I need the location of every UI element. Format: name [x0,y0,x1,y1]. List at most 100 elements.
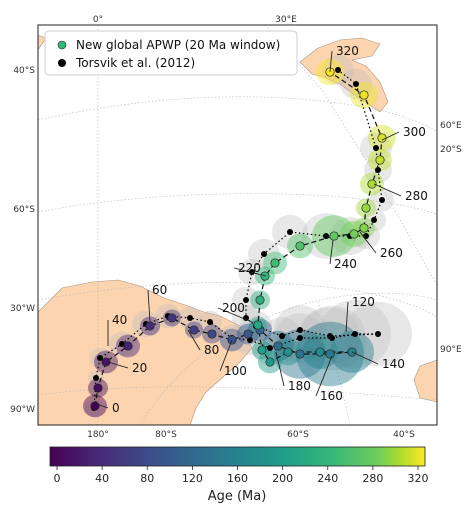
map-frame [37,24,438,426]
reference-point [267,345,273,351]
new-apwp-point [270,258,280,268]
graticule-label-left-0: 40°S [13,66,35,76]
new-apwp-point [375,155,385,165]
graticule-label-top-0: 0° [93,15,103,25]
age-label: 120 [352,295,375,309]
age-label: 160 [320,389,343,403]
graticule-label-left-3: 90°W [10,405,35,415]
new-apwp-point [349,229,359,239]
reference-point [375,167,381,173]
age-label-leader [107,361,129,369]
age-label-leader [373,183,402,197]
age-label: 80 [204,343,219,357]
reference-point [353,81,359,87]
graticule-label-right-2: 90°E [440,345,462,355]
reference-point [297,327,303,333]
legend-box [44,30,298,76]
reference-point [287,229,293,235]
new-apwp-point [329,231,339,241]
graticule-label-top-1: 30°E [275,15,297,25]
graticule-label-bottom-1: 80°S [155,430,177,440]
new-apwp-path-line [94,71,383,407]
reference-point [363,233,369,239]
colorbar-tick-label: 80 [140,472,154,485]
legend: New global APWP (20 Ma window) Torsvik e… [44,30,298,76]
reference-point [375,331,381,337]
graticule-label-right-0: 60°E [440,121,462,131]
colorbar-gradient [49,446,426,467]
age-label-leader [329,239,334,265]
legend-label-new: New global APWP (20 Ma window) [76,38,280,52]
age-label-leader [315,355,333,397]
new-apwp-point [273,341,283,351]
new-apwp-point [93,383,103,393]
new-apwp-point [283,347,293,357]
legend-marker-new [57,40,67,50]
colorbar-tick-label: 200 [272,472,293,485]
graticule-label-left-2: 30°W [10,304,35,314]
reference-point [327,333,333,339]
new-apwp-point [243,329,253,339]
age-label-leader [359,231,377,254]
age-label: 100 [224,364,247,378]
new-apwp-point [123,341,133,351]
age-label: 280 [405,189,428,203]
age-label: 20 [132,361,147,375]
land-mass-south-america [38,279,253,425]
colorbar-tick-label: 240 [317,472,338,485]
colorbar-tick-label: 280 [362,472,383,485]
new-apwp-point [367,179,377,189]
colorbar-tick-label: 120 [182,472,203,485]
colorbar: 0 40 80 120 160 200 240 280 320 Age (Ma) [49,446,429,504]
age-label: 40 [112,313,127,327]
new-apwp-point [145,321,155,331]
age-label: 260 [380,246,403,260]
graticule-label-right-1: 20°S [440,145,462,155]
colorbar-tick-label: 40 [95,472,109,485]
reference-point [297,335,303,341]
reference-point [371,217,377,223]
reference-point [373,145,379,151]
colorbar-tick-label: 0 [54,472,61,485]
reference-point [335,67,341,73]
age-label: 180 [288,379,311,393]
age-label: 60 [152,283,167,297]
age-label-leader [233,267,267,277]
reference-point [97,355,103,361]
age-label-leader [187,329,201,351]
age-label: 300 [403,125,426,139]
new-apwp-point [90,401,100,411]
age-label-leader [345,301,349,333]
reference-point [93,375,99,381]
new-apwp-point [257,345,267,355]
age-label-leader [329,50,333,73]
land-island [38,35,47,51]
age-label: 0 [112,401,120,415]
new-apwp-point [101,357,111,367]
age-label-leader [351,351,379,365]
new-apwp-points [90,67,387,411]
new-apwp-point [359,223,369,233]
new-apwp-point [189,325,199,335]
graticule-label-bottom-3: 40°S [393,430,415,440]
age-label: 140 [382,357,405,371]
colorbar-ticks: 0 40 80 120 160 200 240 280 320 [54,466,429,485]
age-labels: 0 20 40 60 80 100 120 140 160 180 200 220 240 260 280 3… [112,44,428,415]
legend-label-reference: Torsvik et al. (2012) [75,56,195,70]
new-apwp-point [359,90,369,100]
age-label-leaders [96,50,402,409]
age-label: 220 [238,261,261,275]
new-apwp-point [265,357,275,367]
colorbar-tick-label: 160 [227,472,248,485]
reference-point [249,269,255,275]
age-label-leader [219,339,233,372]
colorbar-label: Age (Ma) [208,489,267,504]
new-apwp-point [295,241,305,251]
age-label: 200 [222,301,245,315]
reference-point [379,197,385,203]
age-label-leader [217,307,253,323]
new-apwp-point [315,347,325,357]
age-label-leader [275,351,285,387]
